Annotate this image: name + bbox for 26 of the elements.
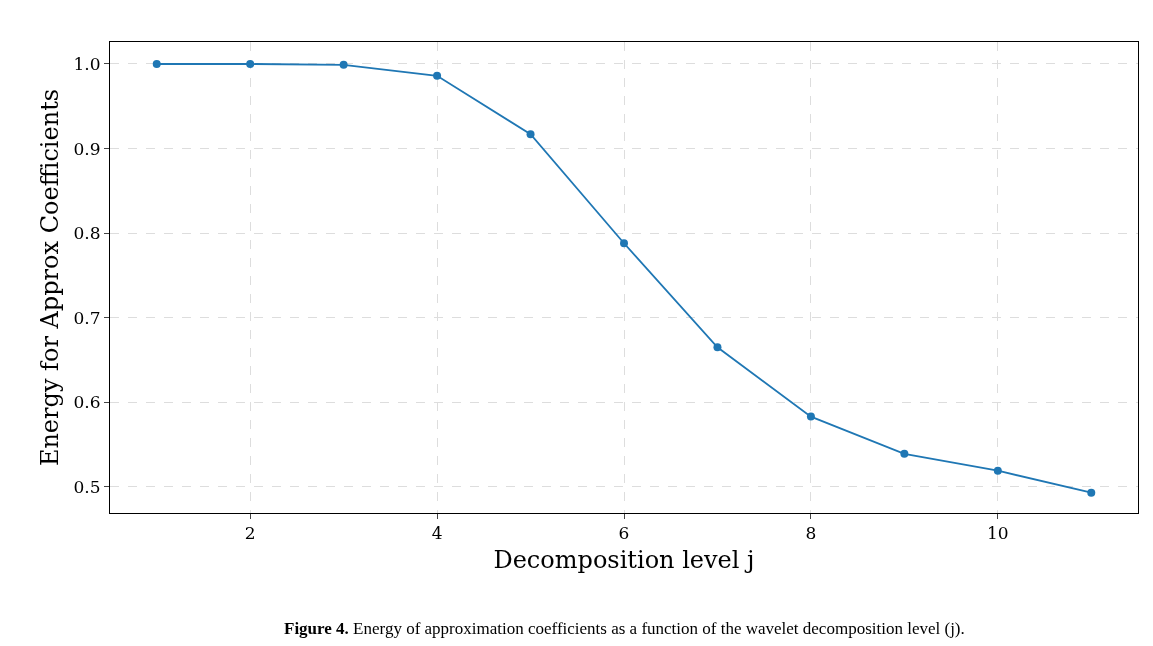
point — [713, 343, 722, 352]
point — [1087, 488, 1096, 497]
text: Energy of approximation coefficients as a function of the wavelet decomposition level (j). — [353, 619, 965, 638]
point — [620, 239, 628, 248]
caption: Figure 4. — [284, 619, 349, 638]
point — [900, 449, 909, 458]
y-tick-label: 0.8 — [73, 223, 101, 244]
x-tick-label: 4 — [431, 523, 443, 544]
x-tick-label: 6 — [618, 523, 630, 544]
y-tick-label: 0.5 — [73, 476, 101, 497]
y-tick-label: 0.7 — [73, 307, 101, 328]
x-tick-label: 2 — [244, 523, 256, 544]
point — [806, 412, 815, 421]
x-axis-title: Decomposition level j — [493, 545, 755, 574]
y-tick-label: 1.0 — [73, 53, 101, 74]
x-tick-label: 8 — [805, 523, 817, 544]
x-tick-label: 10 — [987, 523, 1009, 544]
point — [152, 59, 161, 68]
point — [433, 71, 442, 80]
y-tick-label: 0.6 — [73, 392, 101, 413]
point — [246, 59, 255, 68]
point — [993, 466, 1002, 475]
y-tick-label: 0.9 — [73, 138, 101, 159]
point — [526, 130, 535, 139]
point — [339, 60, 348, 69]
y-axis-title: Energy for Approx Coefficients — [35, 88, 64, 467]
